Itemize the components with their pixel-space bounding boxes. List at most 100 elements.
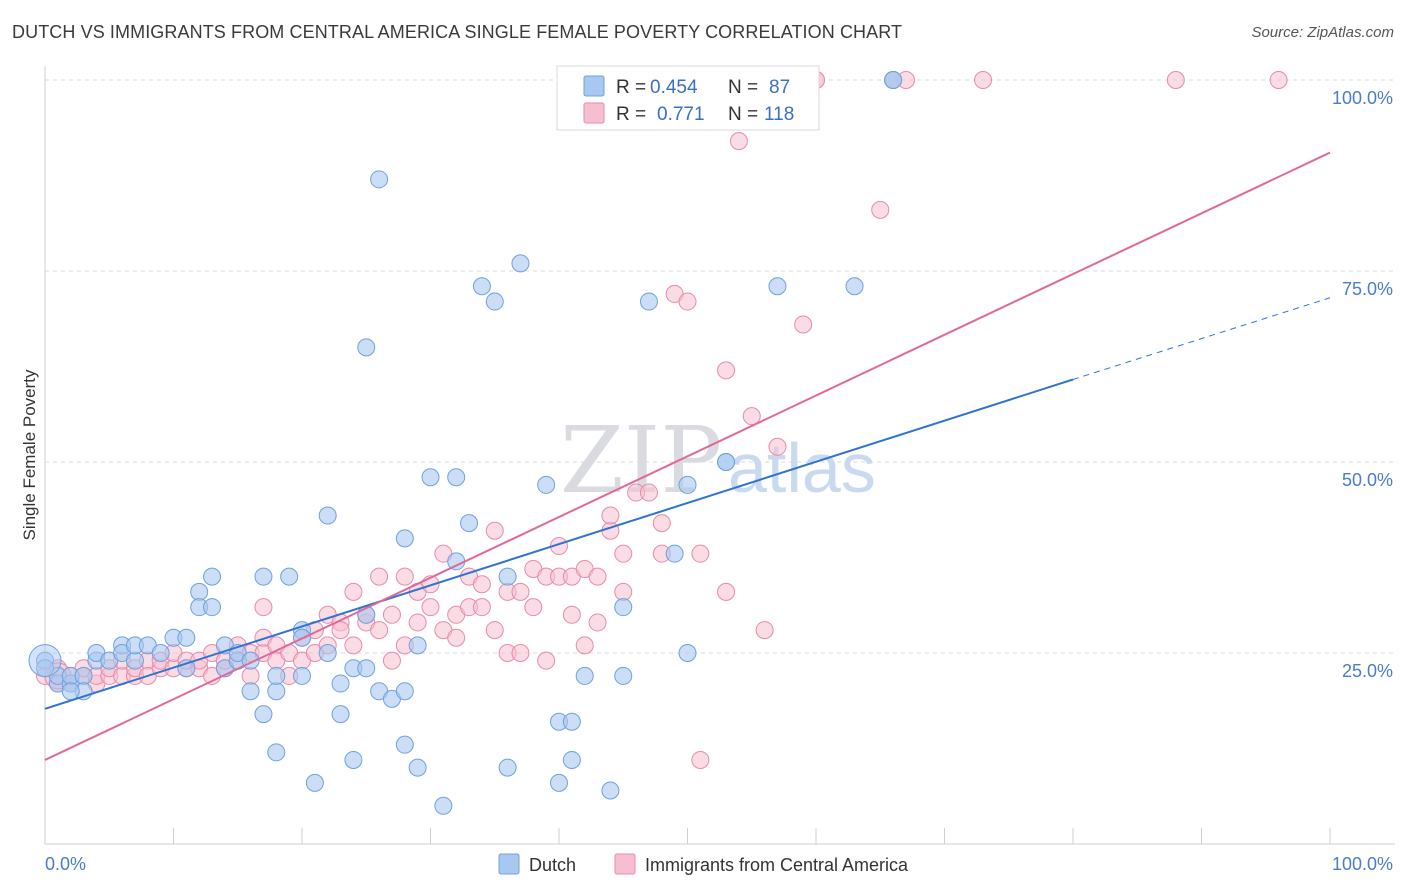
dutch-point [768,277,787,296]
dutch-point [408,758,427,777]
dutch-point [550,773,568,792]
dutch-swatch [583,75,605,97]
dutch-point [845,277,864,296]
dutch-point [254,567,273,586]
immigrants-point [447,628,466,647]
dutch-point [318,644,337,662]
legend-immigrants-label: Immigrants from Central America [645,855,909,875]
immigrants-point [678,292,697,311]
immigrants-point [729,132,748,151]
dutch-point [177,628,196,647]
dutch-point [331,674,350,693]
y-tick-label: 100.0% [1332,88,1393,108]
immigrants-point [524,598,543,617]
dutch-point [562,750,581,769]
immigrants-n-value: 118 [764,104,794,125]
immigrants-point [652,514,671,533]
immigrants-point [408,613,427,632]
immigrants-point [382,605,401,624]
dutch-point [678,475,697,494]
dutch-point [884,71,903,89]
immigrants-point [241,666,260,685]
immigrants-point [370,621,389,640]
immigrants-point [717,582,736,601]
dutch-point [61,682,80,701]
dutch-point [331,705,350,724]
immigrants-point [1269,71,1288,89]
immigrants-point [575,636,594,655]
dutch-point [357,659,376,678]
dutch-n-label: N = [728,77,758,98]
dutch-point [498,758,517,777]
dutch-point [395,529,414,548]
immigrants-point [601,506,620,525]
immigrants-point [768,437,787,456]
dutch-point [434,796,453,815]
dutch-point [267,682,286,701]
immigrants-r-label: R = [616,104,646,125]
immigrants-point [511,644,530,662]
immigrants-point [717,361,736,380]
immigrants-trend-line [44,151,1331,761]
dutch-point [241,682,260,701]
immigrants-point [1166,71,1185,89]
dutch-point [190,582,209,601]
watermark-atlas: atlas [728,429,876,507]
immigrants-point [588,613,607,632]
immigrants-point [974,71,993,89]
dutch-trend-line [44,378,1074,710]
immigrants-point [485,521,504,540]
immigrants-point [614,582,633,601]
dutch-point [498,567,517,586]
dutch-point [395,682,414,701]
dutch-point [665,544,684,563]
immigrants-point [871,200,890,219]
dutch-point [267,743,286,762]
immigrants-point [742,407,761,426]
immigrants-point [421,598,440,617]
axes [44,66,1395,845]
immigrants-point [331,621,350,640]
chart-title: DUTCH VS IMMIGRANTS FROM CENTRAL AMERICA… [12,22,903,42]
dutch-cluster-point [28,644,62,678]
dutch-point [639,292,658,311]
trend-lines [44,151,1331,761]
y-tick-label: 25.0% [1342,661,1393,681]
dutch-point [408,636,427,655]
dutch-point [370,170,389,189]
dutch-point [472,277,491,296]
dutch-point [280,567,299,586]
dutch-point [203,567,222,586]
x-tick-label: 100.0% [1332,854,1393,874]
immigrants-point [254,598,273,617]
chart-source: Source: ZipAtlas.com [1251,24,1394,41]
dutch-point [575,666,594,685]
series-legend: Dutch Immigrants from Central America [498,853,909,875]
legend-immigrants-swatch [614,853,636,875]
dutch-series [28,71,903,815]
dutch-r-value: 0.454 [650,77,698,98]
tick-labels: 25.0% 50.0% 75.0% 100.0% 0.0% 100.0% [45,88,1393,874]
immigrants-point [562,605,581,624]
dutch-point [74,666,93,685]
dutch-point [293,666,311,685]
x-tick-label: 0.0% [45,854,86,874]
dutch-point [717,453,736,471]
y-tick-label: 50.0% [1342,470,1393,490]
dutch-point [537,475,556,494]
dutch-point [614,598,633,617]
dutch-point [125,651,144,670]
immigrants-point [472,598,491,617]
dutch-point [421,468,440,487]
dutch-point [318,506,337,525]
dutch-point [678,644,697,662]
dutch-point [485,292,504,311]
immigrants-point [382,651,401,670]
dutch-point [305,773,324,792]
dutch-point [344,750,363,769]
immigrants-point [691,544,710,563]
dutch-r-label: R = [616,77,646,98]
immigrants-point [794,315,813,334]
dutch-point [447,552,466,571]
